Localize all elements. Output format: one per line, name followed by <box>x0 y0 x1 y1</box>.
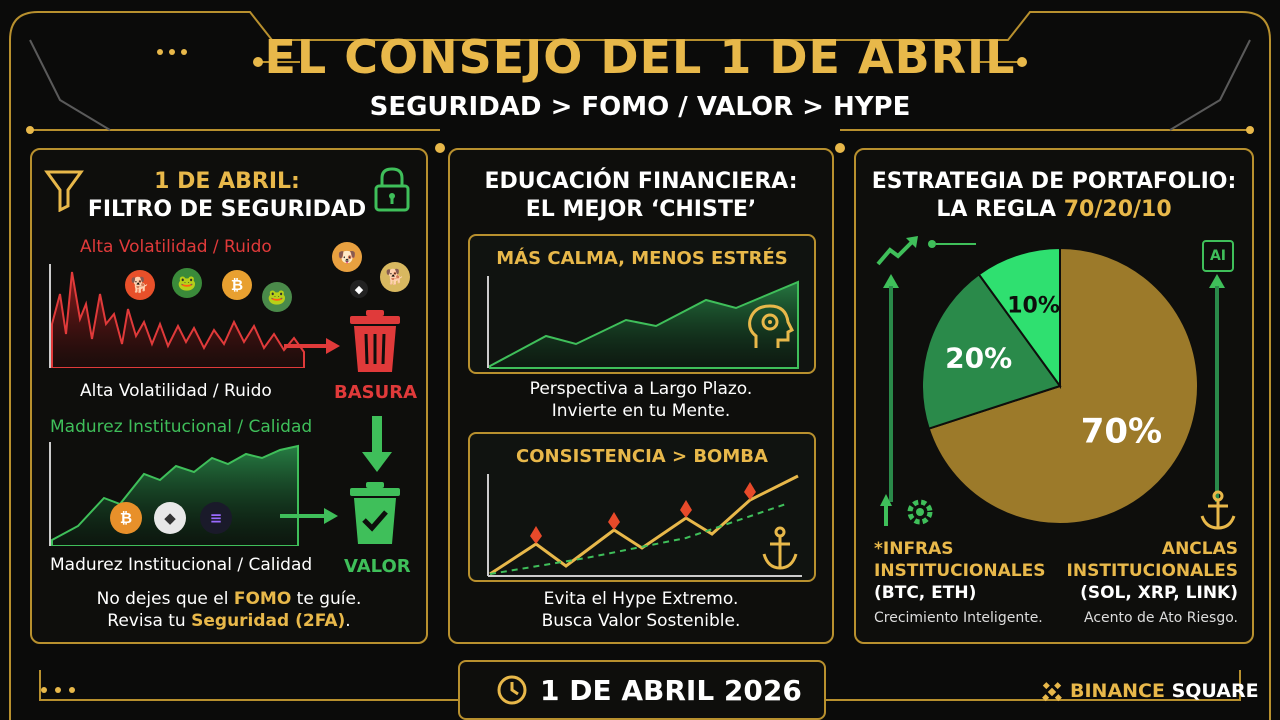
noise-label: Alta Volatilidad / Ruido <box>80 237 272 257</box>
binance-logo-icon <box>1042 682 1062 702</box>
arrow-to-value-icon <box>280 508 338 524</box>
fomo-note-a: No dejes que el <box>96 589 234 609</box>
solana-icon: ≡ <box>200 502 232 534</box>
page-title: EL CONSEJO DEL 1 DE ABRIL <box>264 30 1016 84</box>
anchors-tickers: (SOL, XRP, LINK) <box>1080 583 1238 603</box>
calm-note-1: Perspectiva a Largo Plazo. <box>529 379 753 399</box>
calm-card: MÁS CALMA, MENOS ESTRÉS <box>468 234 816 374</box>
value-label: VALOR <box>344 556 411 577</box>
quality-label: Madurez Institucional / Calidad <box>50 417 313 437</box>
security-note-a: Revisa tu <box>107 611 192 631</box>
panel-title-line1: 1 DE ABRIL: <box>154 169 300 194</box>
pie-label-20: 20% <box>945 342 1012 375</box>
brand-square: SQUARE <box>1164 680 1259 702</box>
infra-heading-2: INSTITUCIONALES <box>874 561 1046 581</box>
padlock-icon <box>374 167 410 212</box>
anchors-note: Acento de Ato Riesgo. <box>1084 610 1238 626</box>
security-filter-panel: 1 DE ABRIL: FILTRO DE SEGURIDAD Alta Vol… <box>30 148 428 644</box>
calm-note-2: Invierte en tu Mente. <box>551 401 731 421</box>
education-panel: EDUCACIÓN FINANCIERA: EL MEJOR ‘CHISTE’ … <box>448 148 834 644</box>
pie-label-10: 10% <box>1007 294 1060 319</box>
date-footer: 1 DE ABRIL 2026 <box>458 660 826 720</box>
consistency-note-1: Evita el Hype Extremo. <box>543 589 739 609</box>
brand-name: BINANCE SQUARE <box>1070 680 1259 702</box>
anchor-icon <box>762 526 798 570</box>
connector-line <box>928 240 976 248</box>
security-note-c: . <box>345 611 351 631</box>
arrow-to-trash-icon <box>284 338 340 354</box>
bitcoin-icon: ₿ <box>110 502 142 534</box>
down-arrow-icon <box>362 416 392 472</box>
calm-growth-chart <box>487 276 799 369</box>
brand-binance: BINANCE <box>1070 680 1165 702</box>
growth-arrow-right <box>1209 274 1225 502</box>
volatile-chart <box>49 264 305 368</box>
value-bin-icon <box>350 482 400 544</box>
funnel-icon <box>44 170 84 212</box>
anchors-heading-1: ANCLAS <box>1161 539 1238 559</box>
mind-gear-icon <box>748 304 794 348</box>
trend-up-icon <box>876 236 918 266</box>
portfolio-title-line1: ESTRATEGIA DE PORTAFOLIO: <box>871 169 1237 194</box>
clock-icon <box>497 675 527 705</box>
anchor-icon-right <box>1200 490 1236 530</box>
meme-coin-icon: 🐕 <box>380 262 410 292</box>
shiba-coin-icon: 🐕 <box>125 270 155 300</box>
calm-card-title: MÁS CALMA, MENOS ESTRÉS <box>496 248 788 269</box>
pie-slice-10 <box>977 246 1061 390</box>
consistency-card-title: CONSISTENCIA > BOMBA <box>516 446 768 467</box>
bitcoin-coin-icon: ₿ <box>222 270 252 300</box>
allocation-pie-chart: 70% 20% 10% <box>921 246 1199 525</box>
ethereum-icon: ◆ <box>154 502 186 534</box>
education-title-line2: EL MEJOR ‘CHISTE’ <box>525 197 757 222</box>
quality-caption: Madurez Institucional / Calidad <box>50 555 313 575</box>
infra-gear-icon <box>880 494 933 526</box>
consistency-note-2: Busca Valor Sostenible. <box>541 611 741 631</box>
pie-slice-70 <box>927 246 1199 525</box>
noise-caption: Alta Volatilidad / Ruido <box>80 381 272 401</box>
portfolio-panel: ESTRATEGIA DE PORTAFOLIO: LA REGLA 70/20… <box>854 148 1254 644</box>
pepe-coin-icon-2: 🐸 <box>262 282 292 312</box>
eth-small-icon: ◆ <box>350 280 368 298</box>
consistency-chart <box>487 474 802 577</box>
pie-slice-20 <box>921 272 1062 430</box>
portfolio-title-line2a: LA REGLA <box>936 197 1064 222</box>
panel-title-line2: FILTRO DE SEGURIDAD <box>87 197 367 222</box>
doge-coin-icon: 🐶 <box>332 242 362 272</box>
fomo-note-c: te guíe. <box>291 589 362 609</box>
security-note-b: Seguridad (2FA) <box>191 611 346 631</box>
infra-tickers: (BTC, ETH) <box>874 583 977 603</box>
trash-icon <box>350 310 400 372</box>
fomo-note-b: FOMO <box>233 589 292 609</box>
infra-heading-1: *INFRAS <box>874 539 954 559</box>
portfolio-title-line2b: 70/20/10 <box>1063 197 1172 222</box>
pie-label-70: 70% <box>1081 412 1162 452</box>
page-subtitle: SEGURIDAD > FOMO / VALOR > HYPE <box>369 92 911 122</box>
anchors-heading-2: INSTITUCIONALES <box>1066 561 1238 581</box>
ai-chip-icon: AI <box>1202 240 1234 272</box>
consistency-card: CONSISTENCIA > BOMBA <box>468 432 816 582</box>
pepe-coin-icon: 🐸 <box>172 268 202 298</box>
footer-date: 1 DE ABRIL 2026 <box>540 674 802 707</box>
education-title-line1: EDUCACIÓN FINANCIERA: <box>484 169 798 194</box>
infra-note: Crecimiento Inteligente. <box>874 610 1043 626</box>
trash-label: BASURA <box>334 382 418 403</box>
growth-arrow-left <box>883 274 899 502</box>
